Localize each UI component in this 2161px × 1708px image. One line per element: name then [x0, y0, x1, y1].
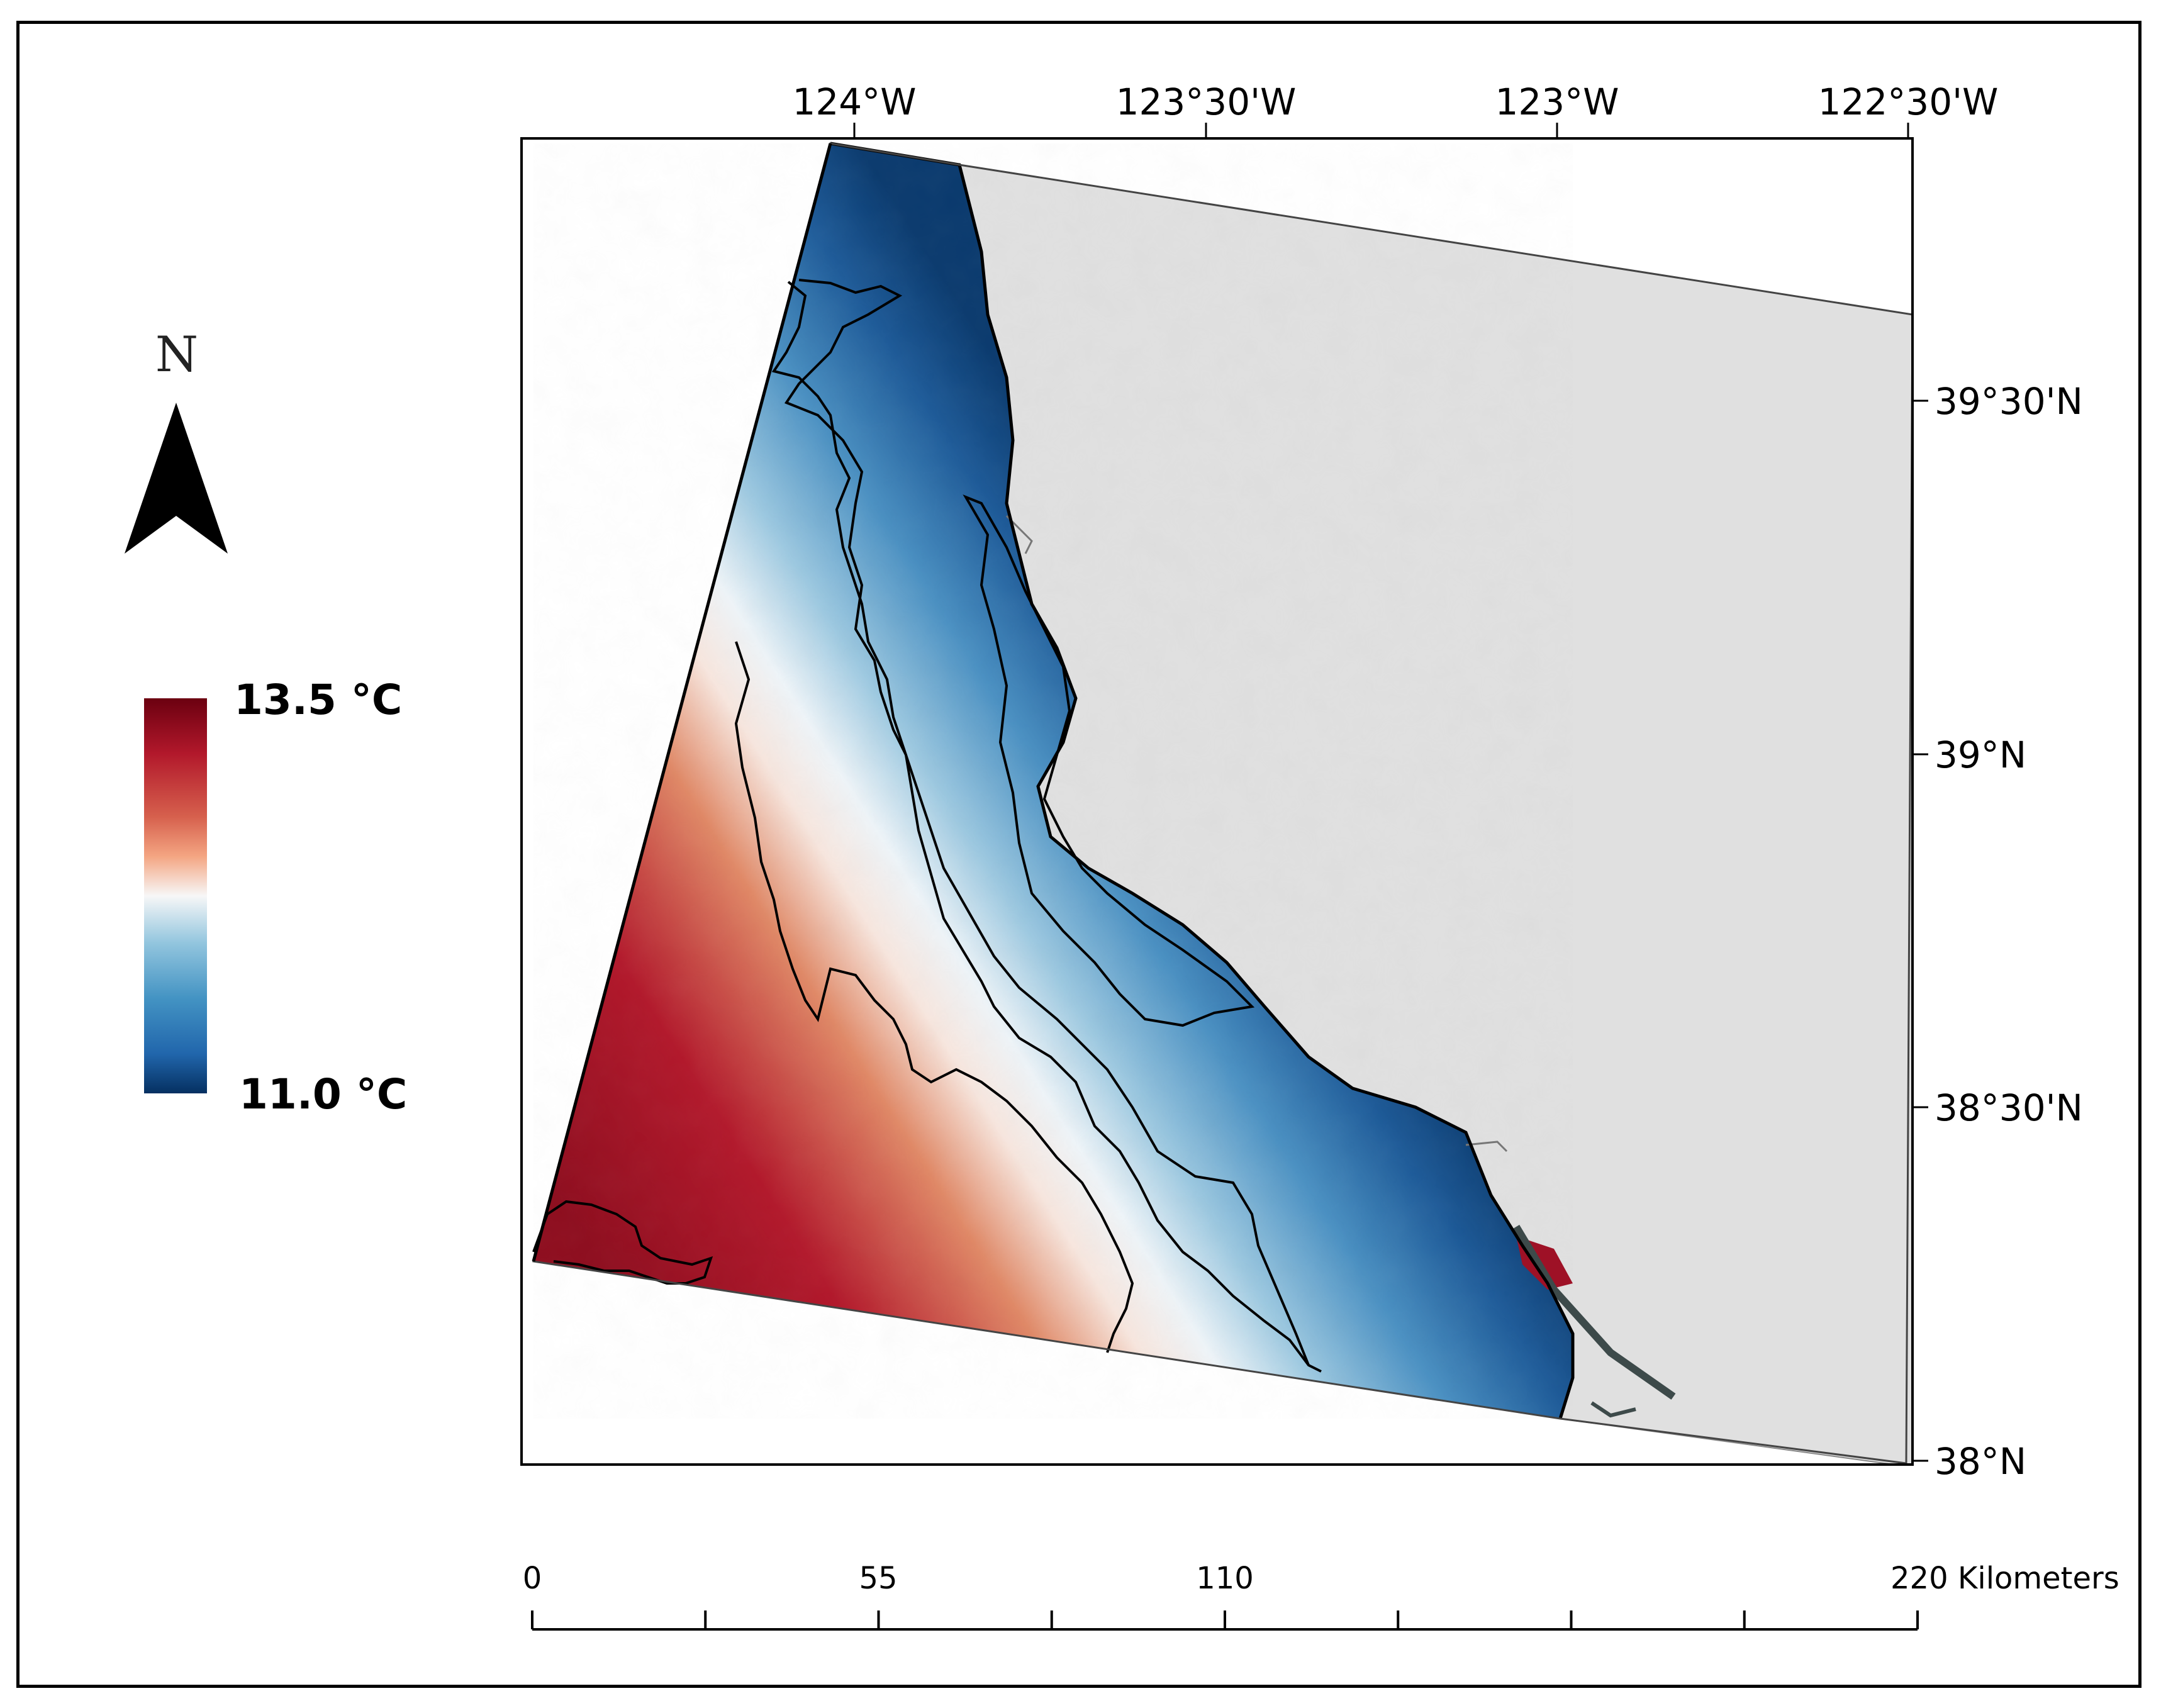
north-arrow-icon	[125, 403, 228, 554]
longitude-label: 123°W	[1495, 81, 1619, 123]
legend-min-label: 11.0 °C	[239, 1070, 407, 1119]
north-label: N	[155, 327, 198, 383]
depth-contour-deep	[771, 281, 1322, 1373]
scale-label: 110	[1196, 1561, 1254, 1596]
latitude-axis: 39°30'N 39°N 38°30'N 38°N	[1913, 380, 2083, 1483]
depth-contour-offshore	[734, 641, 1134, 1353]
scale-bar-ticks	[531, 1610, 1919, 1629]
longitude-axis: 124°W 123°30'W 123°W 122°30'W	[792, 81, 1998, 138]
scale-bar: 0 55 110 220 Kilometers	[523, 1561, 2119, 1631]
river-feature	[1005, 515, 1033, 554]
depth-contour-shallow	[963, 494, 1255, 1027]
map-panel	[520, 137, 1914, 1466]
scene-edge	[532, 143, 832, 1262]
longitude-label: 122°30'W	[1818, 81, 1999, 123]
latitude-label: 39°N	[1935, 734, 2026, 776]
estuary-feature	[1512, 1224, 1676, 1400]
map-border	[520, 137, 1914, 1466]
raster-texture	[533, 143, 1573, 1419]
legend-colorbar	[144, 698, 207, 1093]
latitude-label: 39°30'N	[1935, 380, 2083, 423]
river-feature	[1465, 1141, 1508, 1153]
legend-max-label: 13.5 °C	[234, 676, 402, 724]
latitude-label: 38°30'N	[1935, 1086, 2083, 1129]
scale-label: 55	[859, 1561, 897, 1596]
latitude-label: 38°N	[1935, 1440, 2026, 1483]
longitude-label: 124°W	[792, 81, 916, 123]
scale-label: 0	[523, 1561, 542, 1596]
coastline	[830, 142, 1575, 1419]
river-feature	[1590, 1401, 1636, 1418]
map-frame	[16, 21, 2141, 1688]
longitude-label: 123°30'W	[1116, 81, 1297, 123]
depth-contour-mid	[784, 279, 1310, 1366]
scale-label: 220 Kilometers	[1890, 1561, 2119, 1596]
depth-contour-southwest	[532, 1200, 713, 1285]
north-arrow: N	[125, 327, 228, 554]
temperature-legend: 13.5 °C 11.0 °C	[144, 676, 407, 1119]
